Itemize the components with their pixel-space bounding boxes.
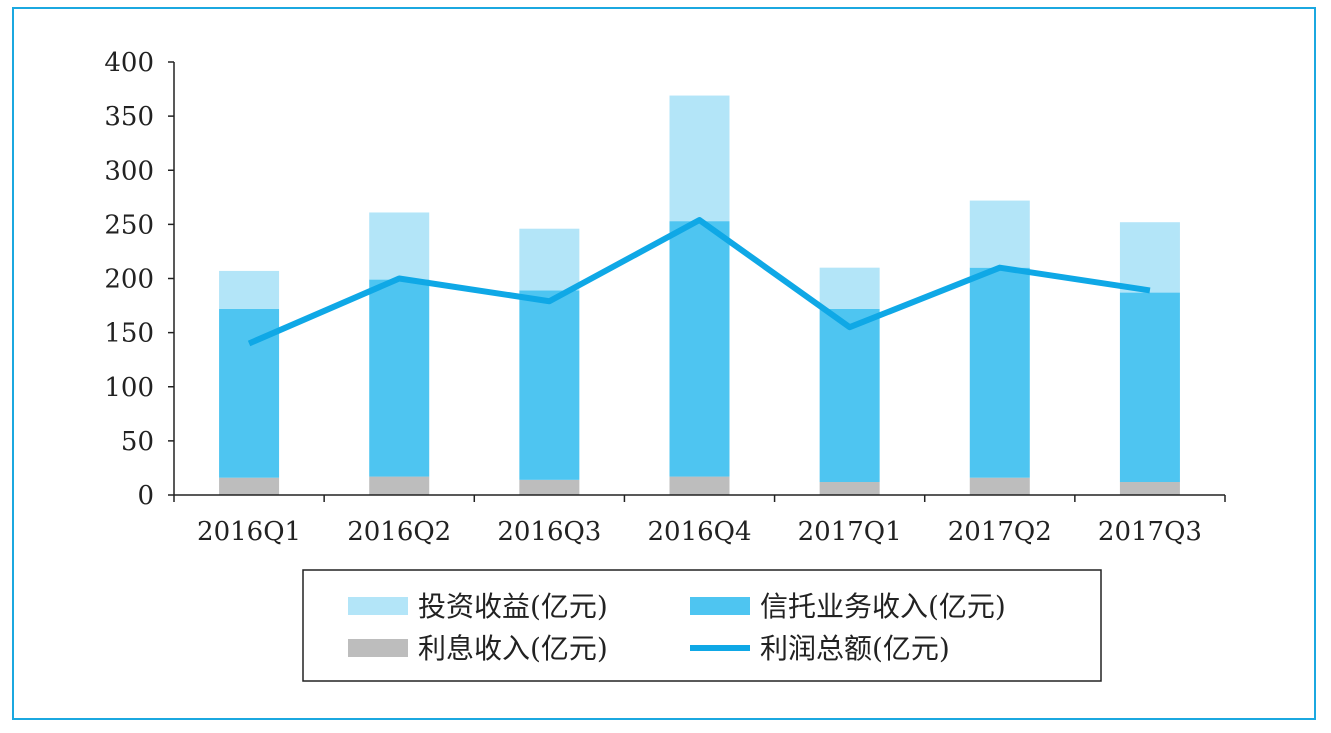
legend-box [302, 569, 1102, 682]
y-tick-label: 200 [104, 265, 154, 295]
bar-2016Q3-series-1 [519, 290, 580, 480]
bar-2016Q2-series-0 [369, 476, 430, 495]
bar-2016Q4-series-0 [669, 476, 730, 495]
bar-2016Q2-series-2 [369, 212, 430, 280]
legend-swatch [348, 639, 408, 657]
bar-2017Q1-series-0 [819, 482, 880, 495]
bar-2016Q3-series-2 [519, 228, 580, 291]
x-tick-label: 2017Q1 [798, 517, 902, 547]
x-tick-label: 2017Q2 [948, 517, 1052, 547]
line-layer [247, 217, 1151, 347]
bar-2017Q2-series-2 [969, 200, 1030, 268]
x-tick-label: 2016Q3 [497, 517, 601, 547]
y-tick-label: 50 [121, 427, 154, 457]
legend-swatch [690, 597, 750, 615]
x-tick-label: 2016Q2 [347, 517, 451, 547]
bars-layer [219, 95, 1180, 495]
bar-2016Q1-series-0 [219, 477, 280, 495]
y-tick-label: 350 [104, 102, 154, 132]
bar-2017Q3-series-2 [1119, 222, 1180, 293]
x-tick-label: 2017Q3 [1098, 517, 1202, 547]
axes-layer: 0 50 100 150 200 250 300 350 400 2016Q1 2016Q2 2016… [104, 48, 1226, 547]
bar-2017Q2-series-0 [969, 477, 1030, 495]
y-tick-label: 400 [104, 48, 154, 78]
y-tick-label: 300 [104, 156, 154, 186]
legend-label: 投资收益(亿元) [418, 590, 608, 623]
legend-swatch [348, 597, 408, 615]
y-tick-label: 150 [104, 319, 154, 349]
legend-label: 利润总额(亿元) [760, 632, 950, 665]
y-tick-label: 250 [104, 210, 154, 240]
y-tick-label: 0 [137, 481, 154, 511]
bar-2017Q1-series-1 [819, 308, 880, 483]
bar-2016Q4-series-1 [669, 221, 730, 477]
bar-2016Q2-series-1 [369, 279, 430, 477]
bar-2017Q3-series-1 [1119, 292, 1180, 483]
bar-2016Q3-series-0 [519, 479, 580, 495]
bar-2016Q4-series-2 [669, 95, 730, 222]
legend-label: 信托业务收入(亿元) [760, 590, 1006, 623]
bar-2017Q2-series-1 [969, 267, 1030, 478]
bar-2017Q3-series-0 [1119, 482, 1180, 495]
legend-label: 利息收入(亿元) [418, 632, 608, 665]
bar-2016Q1-series-2 [219, 270, 280, 309]
x-tick-label: 2016Q4 [647, 517, 751, 547]
y-tick-label: 100 [104, 373, 154, 403]
legend: 投资收益(亿元) 信托业务收入(亿元) 利息收入(亿元) 利润总额(亿元) [302, 569, 1102, 682]
x-tick-label: 2016Q1 [197, 517, 301, 547]
bar-2017Q1-series-2 [819, 267, 880, 309]
